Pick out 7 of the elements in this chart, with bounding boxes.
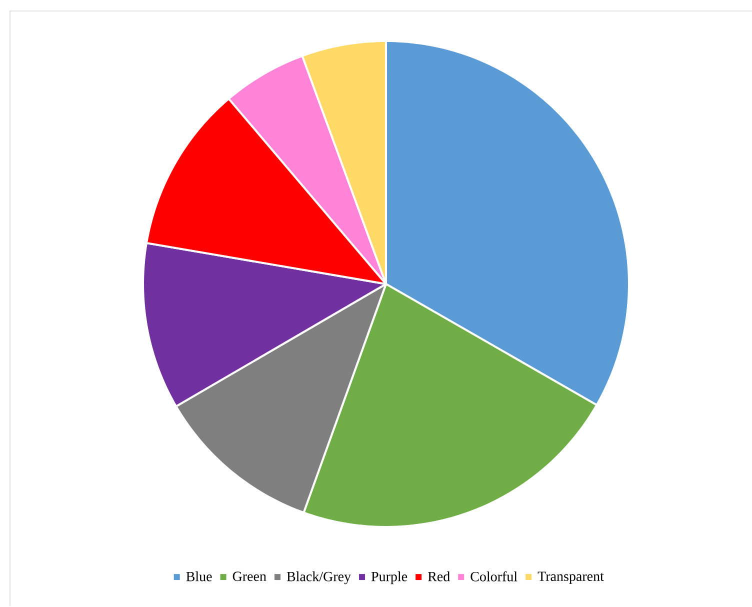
legend-label: Blue <box>186 571 212 582</box>
legend-label: Black/Grey <box>286 571 351 584</box>
legend-label: Purple <box>371 571 408 584</box>
legend-label: Transparent <box>538 572 604 584</box>
legend-label: Red <box>428 571 450 582</box>
legend-label: Green <box>232 572 266 582</box>
legend-label: Colorful <box>470 571 518 582</box>
